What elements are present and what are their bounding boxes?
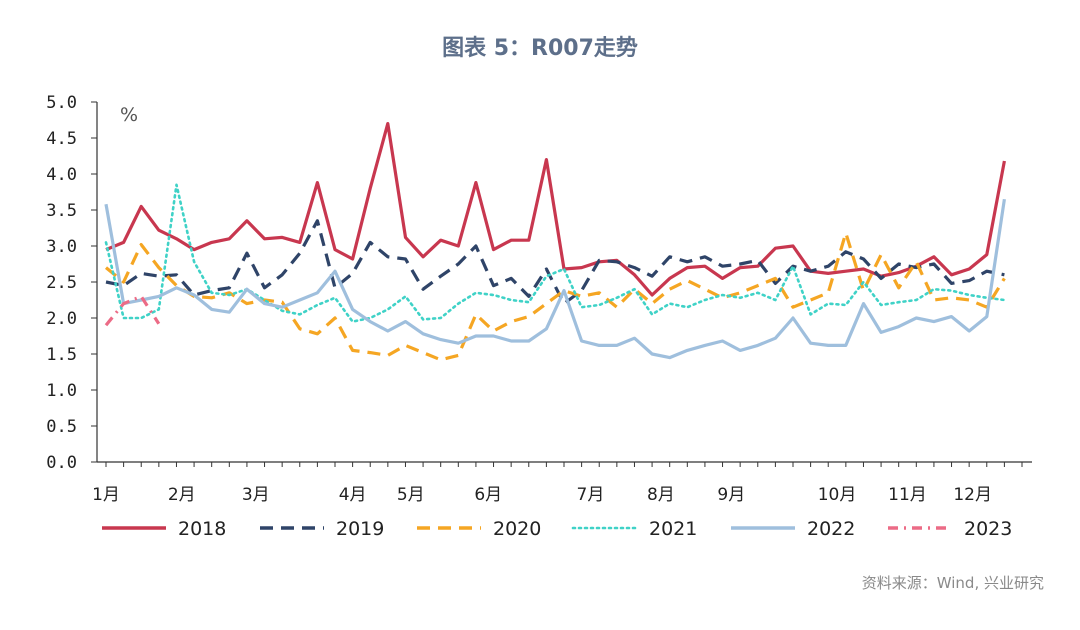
y-tick-label: 4.0 bbox=[46, 165, 77, 185]
y-tick-label: 2.5 bbox=[46, 273, 77, 293]
legend-label: 2020 bbox=[493, 518, 541, 540]
x-tick-label: 1月 bbox=[92, 485, 120, 505]
x-tick-label: 6月 bbox=[474, 485, 502, 505]
x-tick-label: 3月 bbox=[242, 485, 270, 505]
y-tick-label: 4.5 bbox=[46, 129, 77, 149]
x-tick-label: 11月 bbox=[888, 485, 927, 505]
x-tick-label: 10月 bbox=[818, 485, 857, 505]
y-tick-label: 1.5 bbox=[46, 345, 77, 365]
x-tick-label: 9月 bbox=[717, 485, 745, 505]
y-axis: 0.0 0.5 1.0 1.5 2.0 2.5 3.0 3.5 4.0 4.5 5.0 bbox=[46, 93, 98, 473]
legend-label: 2019 bbox=[336, 518, 384, 540]
x-axis: 1月 2月 3月 4月 5月 6月 7月 8月 9月 10月 11月 12月 bbox=[92, 461, 1032, 505]
y-tick-label: 3.5 bbox=[46, 201, 77, 221]
y-tick-label: 2.0 bbox=[46, 309, 77, 329]
x-tick-label: 4月 bbox=[339, 485, 367, 505]
series-line-2019 bbox=[105, 219, 1005, 306]
chart-title: 图表 5：R007走势 bbox=[442, 36, 638, 61]
unit-label: % bbox=[120, 104, 138, 126]
x-tick-label: 8月 bbox=[647, 485, 675, 505]
source-note: 资料来源：Wind, 兴业研究 bbox=[861, 574, 1044, 592]
y-tick-label: 0.5 bbox=[46, 417, 77, 437]
y-tick-label: 5.0 bbox=[46, 93, 77, 113]
legend-label: 2023 bbox=[964, 518, 1012, 540]
series-line-2022 bbox=[104, 198, 1006, 360]
legend-label: 2022 bbox=[807, 518, 855, 540]
x-tick-label: 5月 bbox=[397, 485, 425, 505]
series-lines bbox=[104, 121, 1006, 362]
x-tick-label: 12月 bbox=[953, 485, 992, 505]
x-tick-label: 7月 bbox=[577, 485, 605, 505]
y-tick-label: 1.0 bbox=[46, 381, 77, 401]
y-tick-label: 0.0 bbox=[46, 453, 77, 473]
legend: 2018 2019 2020 2021 2022 2023 bbox=[102, 518, 1012, 540]
series-line-2020 bbox=[104, 231, 1006, 362]
y-tick-label: 3.0 bbox=[46, 237, 77, 257]
legend-label: 2021 bbox=[649, 518, 697, 540]
legend-label: 2018 bbox=[178, 518, 226, 540]
series-line-2018 bbox=[105, 121, 1006, 297]
x-tick-label: 2月 bbox=[168, 485, 196, 505]
